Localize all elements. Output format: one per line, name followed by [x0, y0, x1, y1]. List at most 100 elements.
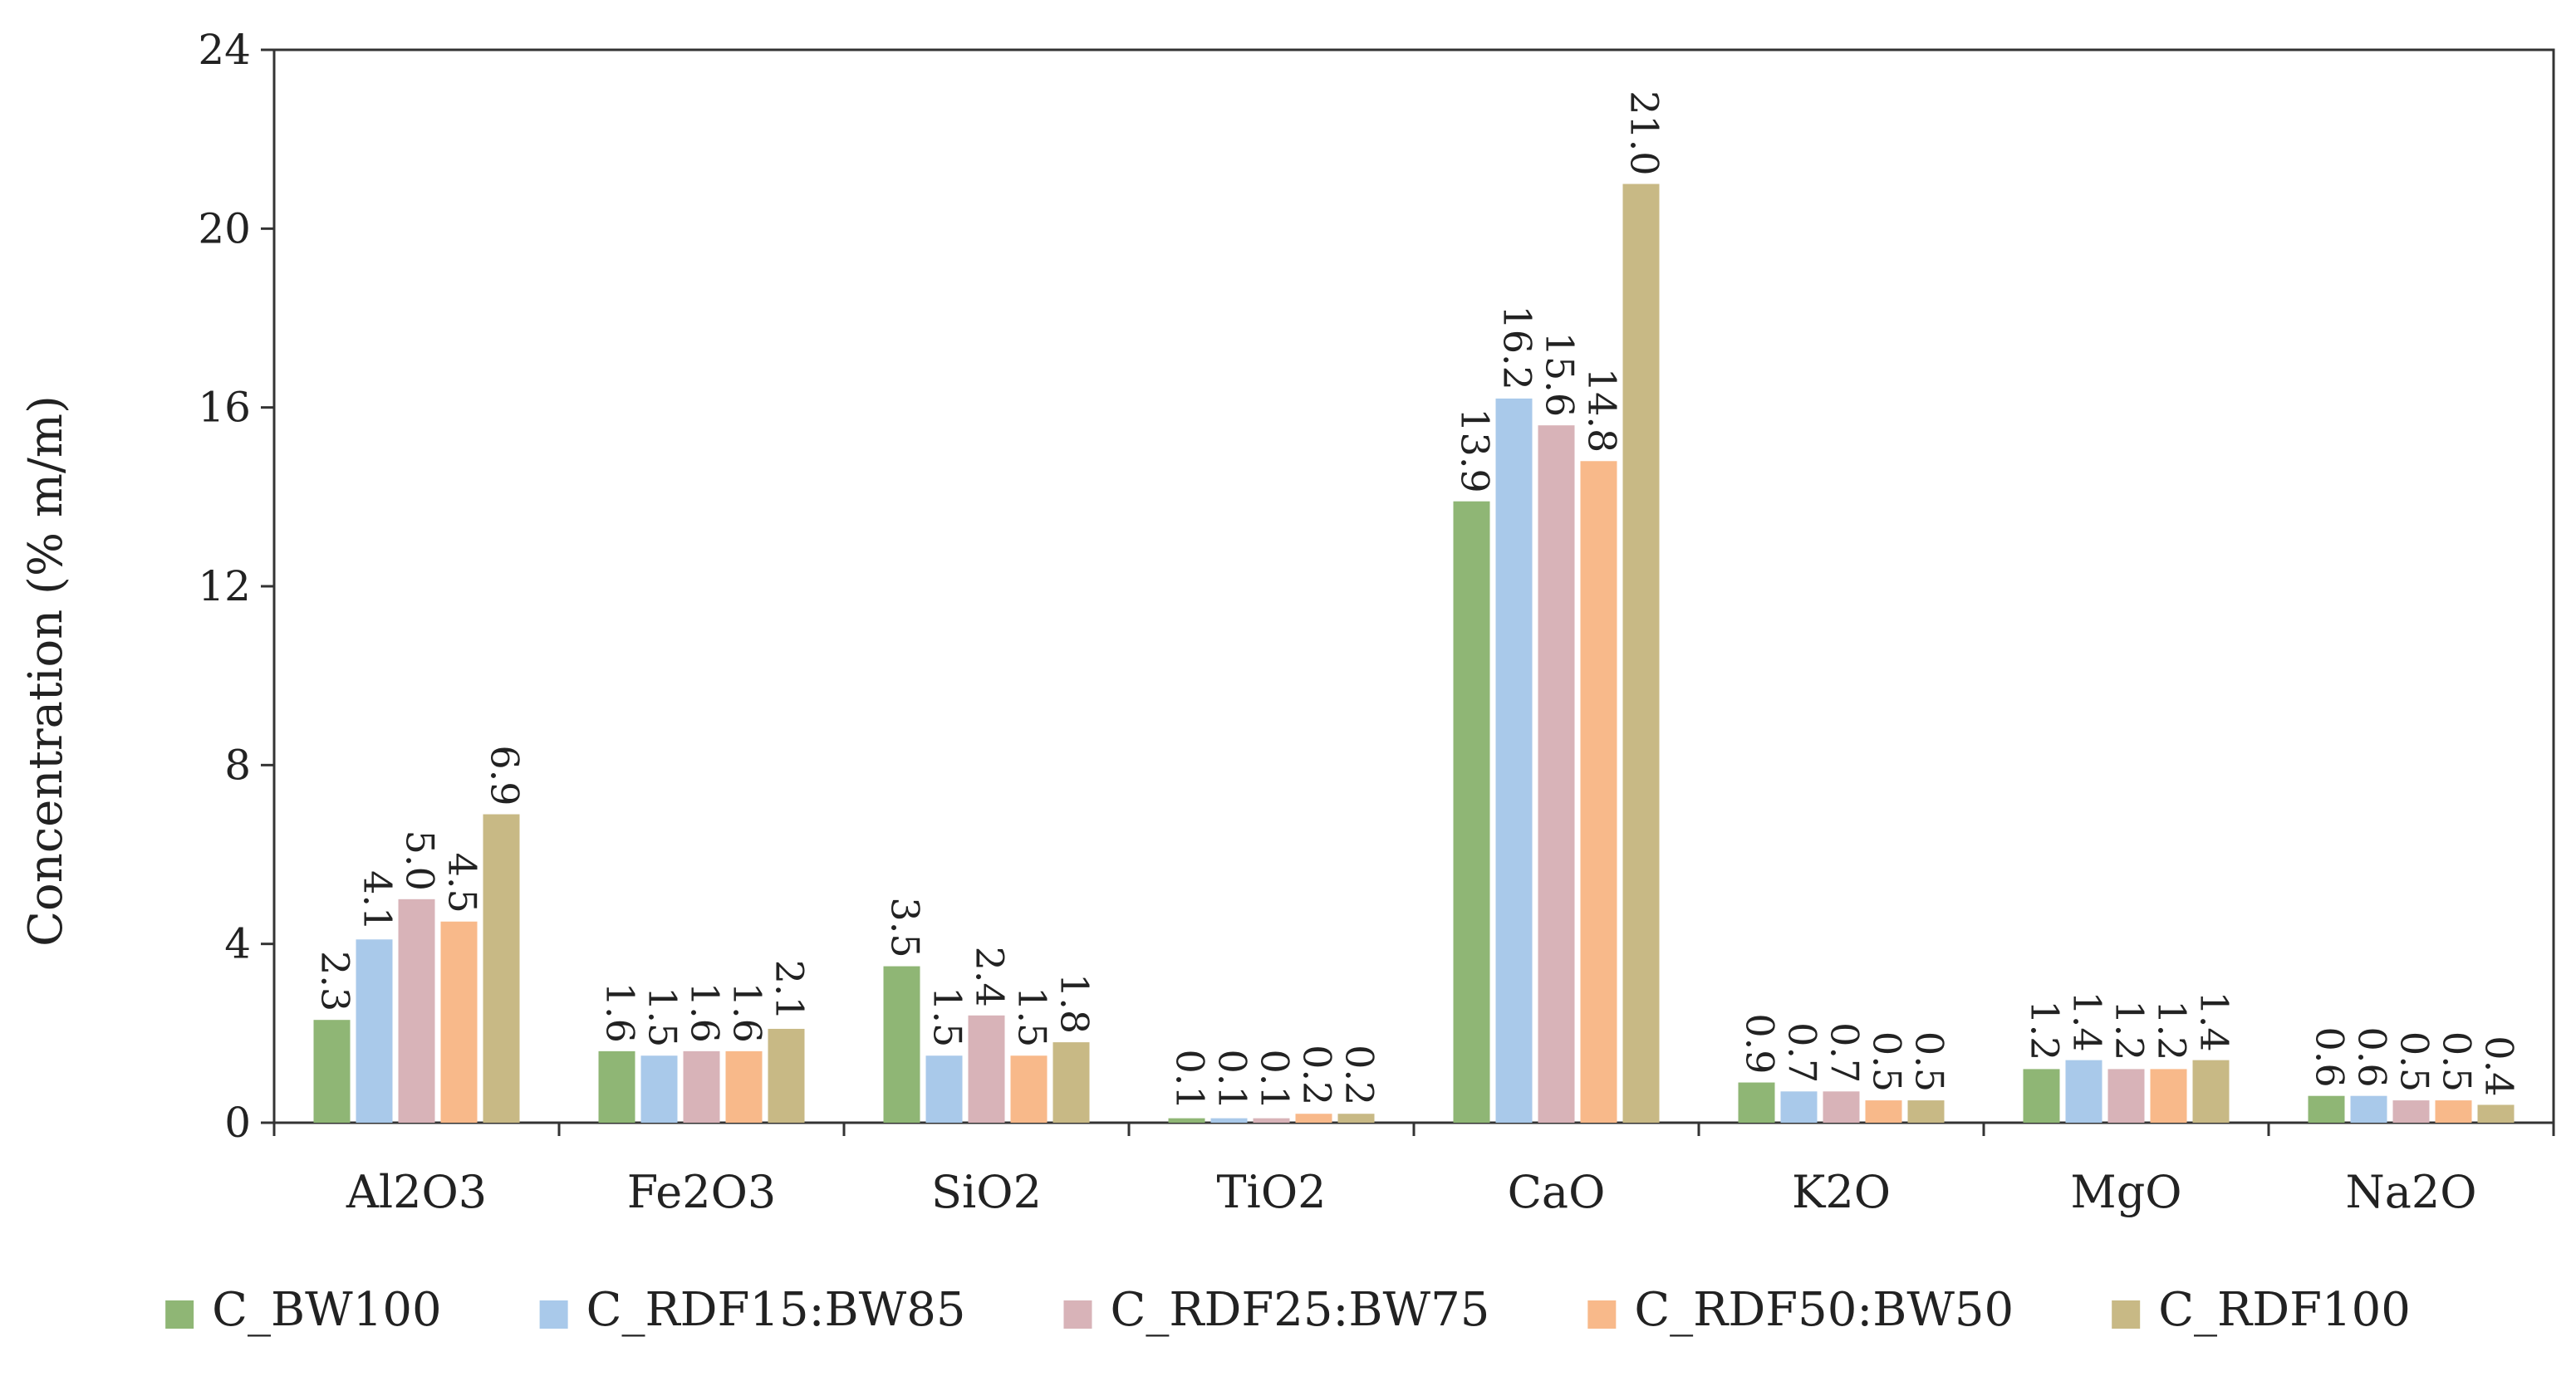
bar-c-rdf50-bw50-mgo[interactable] [2150, 1069, 2187, 1123]
y-axis-title: Concentration (% m/m) [19, 395, 73, 947]
bar-c-rdf100-k2o[interactable] [1907, 1100, 1945, 1123]
data-label: 5.0 [398, 830, 443, 891]
bar-c-rdf25-bw75-cao[interactable] [1538, 425, 1575, 1123]
y-tick-label: 20 [198, 204, 251, 252]
bar-c-rdf25-bw75-tio2[interactable] [1253, 1118, 1290, 1123]
data-label: 0.1 [1253, 1049, 1298, 1109]
bar-c-bw100-tio2[interactable] [1168, 1118, 1205, 1123]
bar-c-rdf25-bw75-fe2o3[interactable] [683, 1050, 720, 1123]
bar-c-rdf100-al2o3[interactable] [483, 814, 520, 1123]
bar-c-bw100-fe2o3[interactable] [598, 1050, 635, 1123]
bar-c-rdf15-bw85-na2o[interactable] [2350, 1095, 2387, 1123]
legend-swatch [539, 1300, 568, 1329]
bar-c-rdf50-bw50-tio2[interactable] [1295, 1114, 1332, 1123]
bar-c-bw100-cao[interactable] [1453, 501, 1490, 1123]
bar-c-rdf15-bw85-tio2[interactable] [1210, 1118, 1248, 1123]
bar-c-rdf100-sio2[interactable] [1052, 1042, 1090, 1123]
x-category-label: SiO2 [931, 1166, 1042, 1218]
legend-label: C_RDF100 [2158, 1283, 2411, 1337]
bar-c-rdf50-bw50-k2o[interactable] [1865, 1100, 1902, 1123]
bar-c-rdf50-bw50-fe2o3[interactable] [725, 1050, 763, 1123]
legend-swatch [165, 1300, 194, 1329]
bar-c-bw100-mgo[interactable] [2023, 1069, 2060, 1123]
data-label: 1.8 [1052, 973, 1097, 1034]
bar-c-rdf15-bw85-fe2o3[interactable] [640, 1055, 678, 1123]
bar-c-bw100-al2o3[interactable] [313, 1020, 351, 1123]
data-label: 1.6 [683, 982, 728, 1043]
legend-item[interactable]: C_RDF15:BW85 [539, 1283, 966, 1337]
bar-c-bw100-sio2[interactable] [883, 966, 920, 1123]
x-category-label: Fe2O3 [627, 1166, 776, 1218]
data-label: 0.9 [1738, 1013, 1783, 1074]
data-label: 1.4 [2065, 991, 2110, 1051]
legend-item[interactable]: C_RDF100 [2112, 1283, 2411, 1337]
legend-swatch [1587, 1300, 1617, 1329]
plot-area-frame [272, 48, 2555, 1124]
data-label: 2.4 [968, 947, 1013, 1007]
bar-c-bw100-k2o[interactable] [1738, 1082, 1775, 1123]
data-label: 1.5 [640, 987, 685, 1047]
data-label: 1.5 [925, 987, 970, 1047]
bar-c-rdf100-cao[interactable] [1622, 184, 1660, 1124]
x-category-label: CaO [1508, 1166, 1606, 1218]
bar-c-rdf100-fe2o3[interactable] [768, 1028, 805, 1123]
data-label: 0.6 [2308, 1027, 2353, 1088]
legend-item[interactable]: C_RDF25:BW75 [1063, 1283, 1489, 1337]
bar-c-rdf50-bw50-cao[interactable] [1580, 461, 1617, 1123]
data-label: 4.1 [356, 870, 400, 931]
data-label: 0.2 [1295, 1045, 1340, 1105]
data-label: 1.2 [2150, 1000, 2195, 1060]
data-label: 1.2 [2107, 1000, 2152, 1060]
y-tick-label: 24 [198, 26, 251, 74]
bar-c-rdf15-bw85-al2o3[interactable] [356, 939, 393, 1123]
bar-c-rdf100-mgo[interactable] [2192, 1060, 2230, 1123]
y-tick-label: 16 [198, 384, 251, 432]
legend-label: C_RDF50:BW50 [1634, 1283, 2014, 1337]
bar-c-rdf25-bw75-k2o[interactable] [1823, 1091, 1860, 1123]
data-label: 0.5 [2435, 1031, 2480, 1092]
data-label: 0.5 [1865, 1031, 1910, 1092]
data-label: 4.5 [440, 853, 485, 913]
data-label: 1.4 [2192, 991, 2237, 1051]
x-category-label: MgO [2070, 1166, 2181, 1218]
data-label: 0.5 [1907, 1031, 1952, 1092]
bar-c-rdf50-bw50-na2o[interactable] [2435, 1100, 2472, 1123]
data-label: 13.9 [1453, 408, 1498, 492]
data-label: 3.5 [883, 897, 928, 957]
bar-c-rdf15-bw85-mgo[interactable] [2065, 1060, 2103, 1123]
legend-swatch [1063, 1300, 1092, 1329]
bar-c-rdf25-bw75-sio2[interactable] [968, 1015, 1005, 1123]
data-label: 0.4 [2477, 1036, 2522, 1096]
bar-c-rdf50-bw50-al2o3[interactable] [440, 921, 478, 1123]
bar-c-rdf15-bw85-cao[interactable] [1495, 398, 1533, 1123]
bar-c-rdf25-bw75-mgo[interactable] [2107, 1069, 2145, 1123]
data-label: 21.0 [1622, 91, 1667, 175]
data-label: 0.1 [1210, 1049, 1255, 1109]
bar-c-rdf50-bw50-sio2[interactable] [1010, 1055, 1048, 1123]
data-label: 0.7 [1823, 1022, 1867, 1083]
x-category-label: Na2O [2345, 1166, 2476, 1218]
data-label: 0.6 [2350, 1027, 2395, 1088]
data-label: 0.7 [1780, 1022, 1825, 1083]
bar-c-rdf25-bw75-na2o[interactable] [2392, 1100, 2430, 1123]
legend-label: C_BW100 [212, 1283, 441, 1337]
bar-c-rdf15-bw85-k2o[interactable] [1780, 1091, 1818, 1123]
legend-item[interactable]: C_BW100 [165, 1283, 442, 1337]
bar-c-rdf100-na2o[interactable] [2477, 1104, 2515, 1123]
bar-c-bw100-na2o[interactable] [2308, 1095, 2345, 1123]
data-label: 0.1 [1168, 1049, 1213, 1109]
bar-c-rdf15-bw85-sio2[interactable] [925, 1055, 963, 1123]
y-tick-label: 8 [224, 741, 251, 789]
data-label: 15.6 [1538, 332, 1582, 417]
data-label: 2.1 [768, 960, 812, 1021]
x-category-label: TiO2 [1217, 1166, 1327, 1218]
legend-item[interactable]: C_RDF50:BW50 [1587, 1283, 2014, 1337]
x-category-label: K2O [1792, 1166, 1891, 1218]
bar-c-rdf100-tio2[interactable] [1337, 1114, 1375, 1123]
bar-c-rdf25-bw75-al2o3[interactable] [398, 899, 435, 1123]
data-label: 2.3 [313, 951, 358, 1011]
legend-label: C_RDF25:BW75 [1110, 1283, 1489, 1337]
data-label: 16.2 [1495, 305, 1540, 389]
y-tick-label: 4 [224, 920, 251, 968]
